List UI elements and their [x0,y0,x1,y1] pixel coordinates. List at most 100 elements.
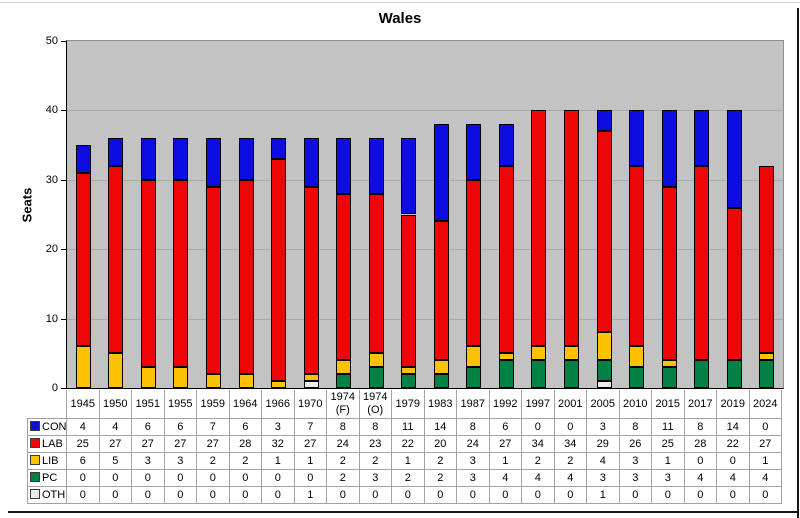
value-cell-oth-2005: 1 [586,486,620,504]
year-header-cell-1992: 1992 [488,390,522,419]
value-cell-con-2024: 0 [748,418,782,436]
year-header-cell-1945: 1945 [66,390,100,419]
value-cell-pc-2010: 3 [618,469,652,487]
value-cell-lab-1974(F): 24 [326,435,360,453]
value-cell-lab-1959: 27 [196,435,230,453]
value-cell-pc-1983: 2 [423,469,457,487]
value-cell-con-2005: 3 [586,418,620,436]
value-cell-lab-2017: 28 [683,435,717,453]
value-cell-con-1983: 14 [423,418,457,436]
value-cell-lib-2015: 1 [651,452,685,470]
value-cell-lib-2005: 4 [586,452,620,470]
value-cell-oth-2024: 0 [748,486,782,504]
party-row-lab: LAB 25 27 27 27 27 28 32 27 24 23 22 20 24 27 34 34 29 26 2… [27,435,782,453]
value-cell-oth-1970: 1 [293,486,327,504]
value-cell-lab-1955: 27 [163,435,197,453]
value-cell-lib-1992: 1 [488,452,522,470]
bar-segment-con-1987 [466,124,482,180]
year-header-cell-1979: 1979 [391,390,425,419]
value-cell-con-2017: 8 [683,418,717,436]
legend-swatch-oth-icon [30,489,40,499]
bar-segment-lab-1955 [173,179,189,368]
value-cell-lab-1992: 27 [488,435,522,453]
value-cell-oth-2001: 0 [553,486,587,504]
value-cell-oth-1979: 0 [391,486,425,504]
value-cell-con-1950: 4 [98,418,132,436]
party-row-pc: PC 0 0 0 0 0 0 0 0 2 3 2 2 3 4 4 4 3 3 3 4 4 4 [27,469,782,487]
bar-segment-lib-1970 [303,374,319,382]
value-cell-lab-1979: 22 [391,435,425,453]
value-cell-pc-1987: 3 [456,469,490,487]
value-cell-lib-1974(O): 2 [358,452,392,470]
bar-segment-lab-1997 [531,110,547,347]
gridline-40 [67,110,783,112]
legend-swatch-pc-icon [30,472,40,482]
y-tick-mark-0 [61,388,66,389]
value-cell-pc-2005: 3 [586,469,620,487]
bar-segment-pc-2019 [726,360,742,388]
party-row-oth: OTH 0 0 0 0 0 0 0 1 0 0 0 0 0 0 0 0 1 0 0 0 0 0 [27,486,782,504]
bar-segment-lib-1964 [238,374,254,388]
value-cell-pc-1945: 0 [66,469,100,487]
value-cell-con-2019: 14 [716,418,750,436]
bar-segment-pc-1983 [433,374,449,388]
bar-segment-con-1951 [140,138,156,180]
y-tick-mark-30 [61,179,66,181]
bar-segment-pc-2010 [629,367,645,388]
bar-segment-lab-1966 [271,158,287,382]
year-header-cell-1987: 1987 [456,390,490,419]
year-header-cell-2010: 2010 [618,390,652,419]
value-cell-lib-1964: 2 [228,452,262,470]
value-cell-lib-2024: 1 [748,452,782,470]
value-cell-lab-2024: 27 [748,435,782,453]
bar-segment-lib-2001 [563,346,579,361]
value-cell-con-1992: 6 [488,418,522,436]
value-cell-con-1966: 3 [261,418,295,436]
value-cell-pc-1964: 0 [228,469,262,487]
value-cell-lab-1974(O): 23 [358,435,392,453]
bottom-divider-line [8,511,798,513]
bar-segment-lab-1974(F) [336,193,352,361]
bar-segment-oth-2005 [596,381,612,388]
bar-segment-pc-1997 [531,360,547,388]
value-cell-lib-1945: 6 [66,452,100,470]
bar-segment-con-1974(O) [368,138,384,194]
value-cell-pc-1959: 0 [196,469,230,487]
y-tick-label-40: 40 [45,104,58,117]
value-cell-oth-2017: 0 [683,486,717,504]
value-cell-con-2001: 0 [553,418,587,436]
value-cell-oth-1950: 0 [98,486,132,504]
bar-segment-lib-1974(O) [368,353,384,368]
bar-segment-lib-1974(F) [336,360,352,375]
bar-segment-lib-1945 [75,346,91,388]
gridline-20 [67,249,783,251]
bar-segment-pc-1987 [466,367,482,388]
bar-segment-lab-1970 [303,186,319,375]
bar-segment-lab-2015 [661,186,677,361]
value-cell-con-1951: 6 [131,418,165,436]
bar-segment-lab-1979 [401,214,417,368]
year-header-cell-1950: 1950 [98,390,132,419]
year-header-cell-1955: 1955 [163,390,197,419]
bar-segment-lib-1987 [466,346,482,368]
value-cell-oth-1987: 0 [456,486,490,504]
value-cell-lib-1970: 1 [293,452,327,470]
value-cell-con-1964: 6 [228,418,262,436]
bar-segment-con-1974(F) [336,138,352,194]
bar-segment-con-1959 [205,138,221,187]
party-label-cell-lab: LAB [27,435,67,453]
value-cell-con-1970: 7 [293,418,327,436]
year-header-row: 1945 1950 1951 1955 1959 1964 1966 1970 1974 (F) 1… [28,390,782,419]
bar-segment-oth-1970 [303,381,319,388]
bar-segment-con-1950 [108,138,124,166]
value-cell-con-2015: 11 [651,418,685,436]
party-label-cell-pc: PC [27,469,67,487]
value-cell-lab-1966: 32 [261,435,295,453]
bar-segment-pc-2001 [563,360,579,388]
value-cell-lab-2015: 25 [651,435,685,453]
year-header-cell-1970: 1970 [293,390,327,419]
value-cell-oth-2019: 0 [716,486,750,504]
bar-segment-con-1945 [75,145,91,173]
value-cell-pc-1951: 0 [131,469,165,487]
